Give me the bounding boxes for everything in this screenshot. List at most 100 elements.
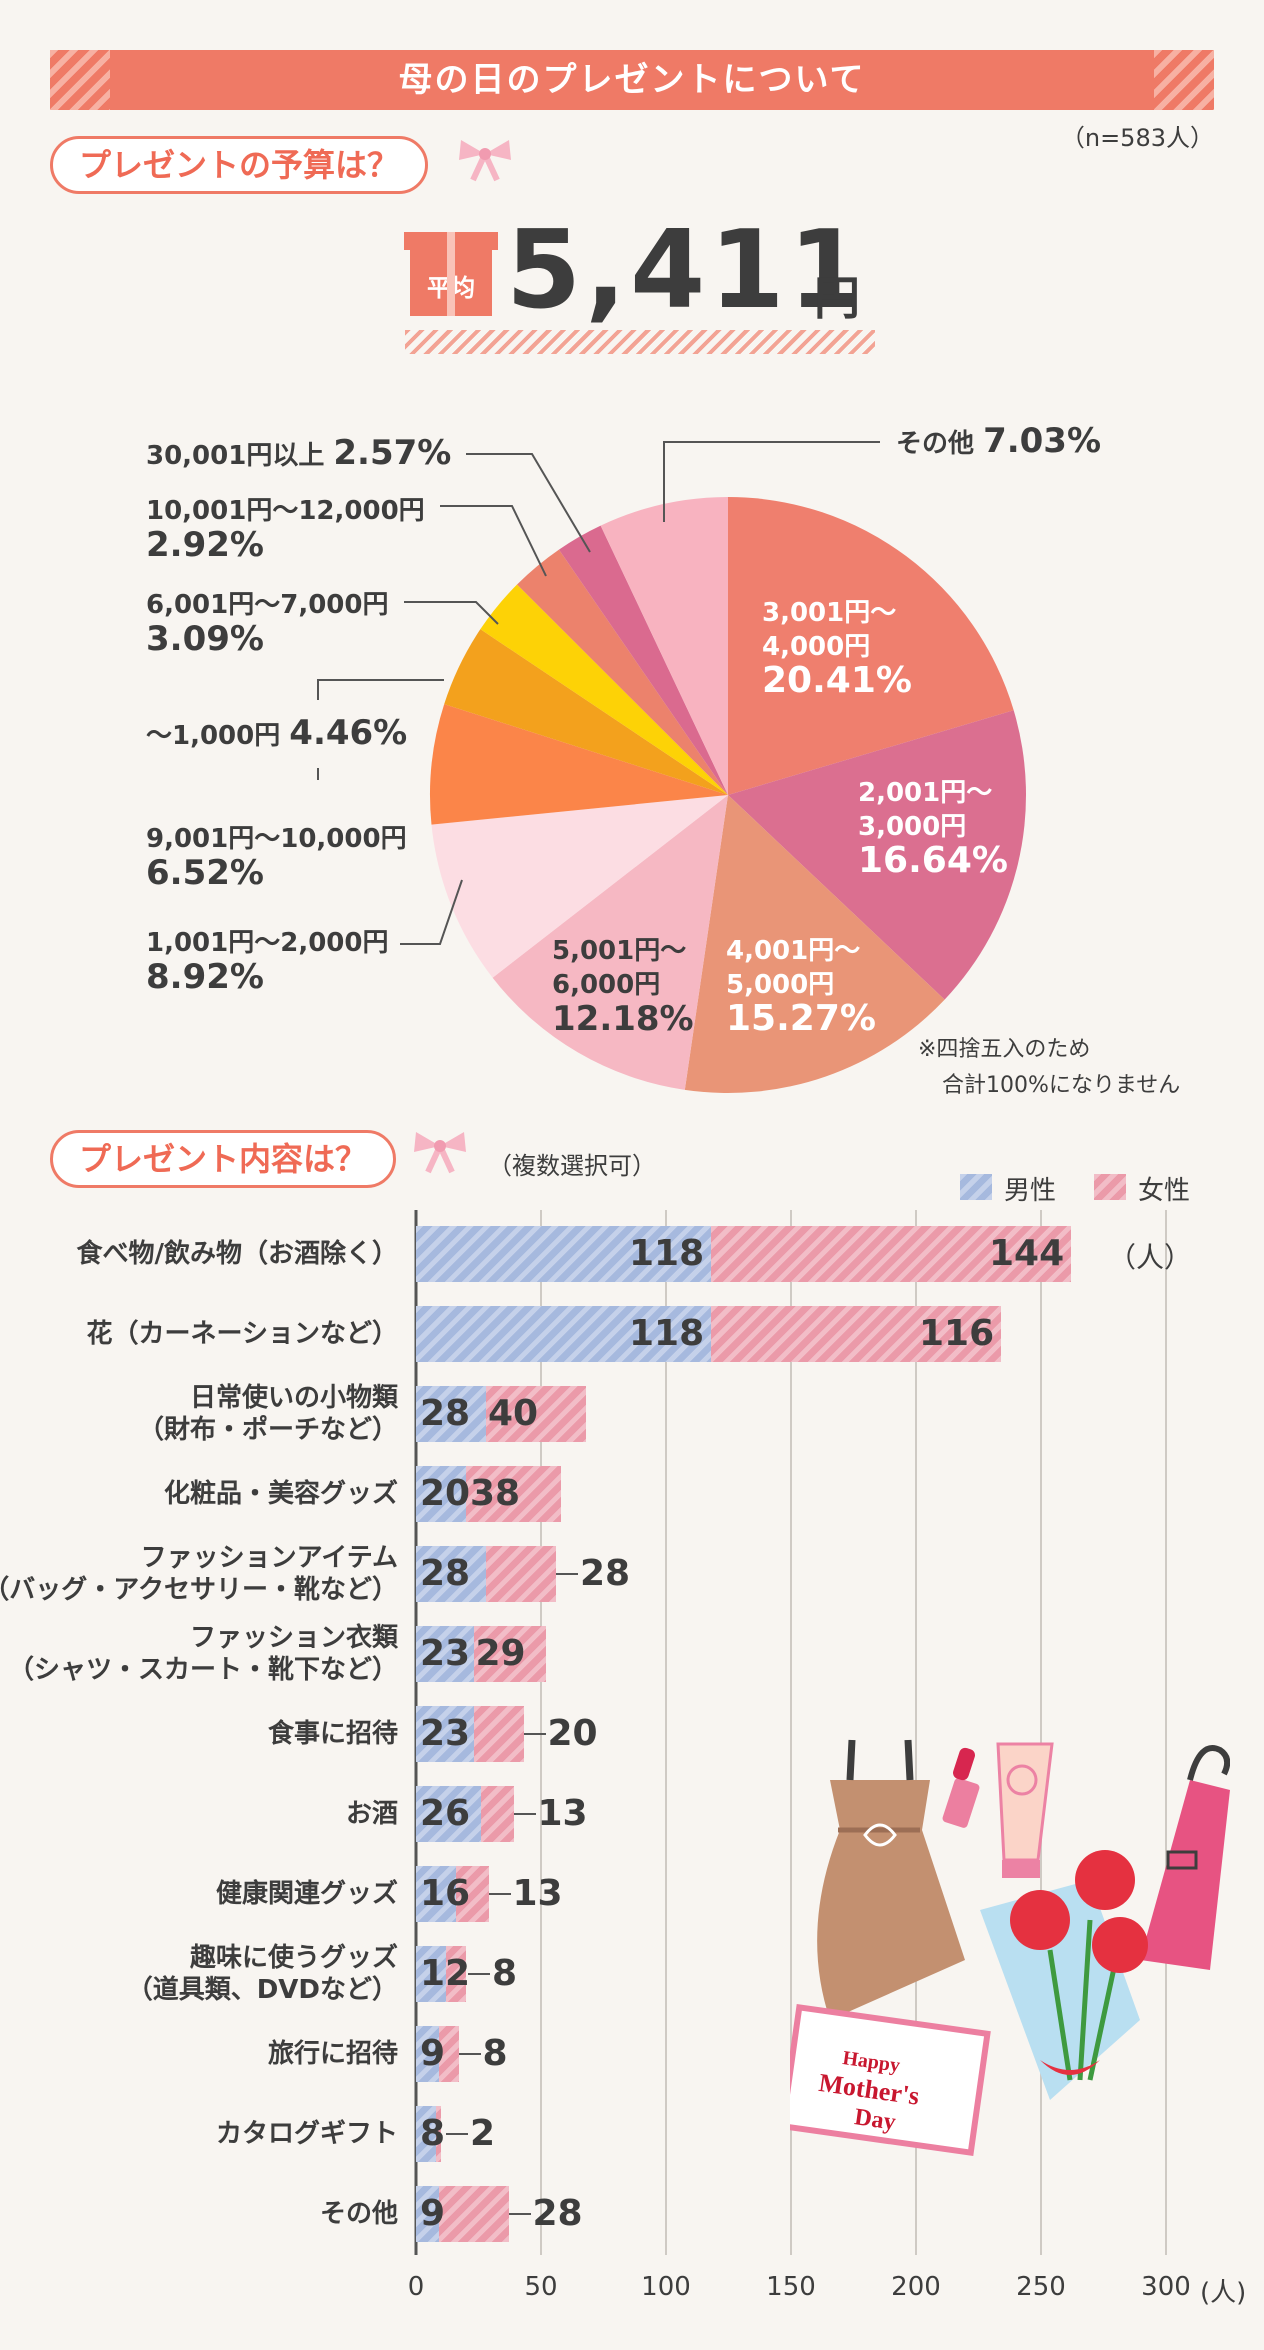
bar-male-value: 23 — [420, 1713, 471, 1754]
x-tick-label: 300 — [1141, 2272, 1191, 2302]
banner-stripe-right — [1154, 50, 1214, 110]
bar-female-value: 20 — [547, 1713, 598, 1754]
pie-label-percent: 2.92% — [146, 525, 264, 565]
pie-label-text: 30,001円以上 — [146, 441, 334, 471]
category-label-line: 日常使いの小物類 — [189, 1383, 398, 1413]
pie-slice — [444, 629, 728, 795]
bar-female-value: 38 — [470, 1473, 521, 1514]
pie-label-text: 3,001円〜 — [762, 598, 897, 628]
category-label: お酒 — [346, 1798, 398, 1830]
bar-female — [711, 1306, 1001, 1362]
pie-label: 10,001円〜12,000円 2.92% — [146, 494, 425, 562]
bar-female-value: 8 — [482, 2033, 508, 2074]
category-label-line: （シャツ・スカート・靴下など） — [7, 1655, 398, 1685]
pie-label: 9,001円〜10,000円 6.52% — [146, 822, 407, 890]
bar-female-leader — [458, 2053, 481, 2055]
bar-male-value: 9 — [420, 2193, 446, 2234]
pie-label: 6,001円〜7,000円 3.09% — [146, 588, 388, 656]
category-label-line: 趣味に使うグッズ — [189, 1943, 398, 1973]
category-label-line: 健康関連グッズ — [215, 1879, 398, 1909]
category-label: 化粧品・美容グッズ — [164, 1478, 398, 1510]
contents-subheading: （複数選択可） — [488, 1152, 656, 1180]
legend-female-swatch — [1094, 1174, 1126, 1200]
bar-male-value: 20 — [420, 1473, 471, 1514]
bar-male — [416, 2026, 439, 2082]
page-title: 母の日のプレゼントについて — [398, 60, 866, 100]
pie-label-percent: 20.41% — [762, 660, 912, 701]
x-tick-label: 200 — [891, 2272, 941, 2302]
pie-label: 2,001円〜 3,000円 16.64% — [858, 776, 1008, 881]
bar-male — [416, 1706, 474, 1762]
bar-male-value: 28 — [420, 1553, 471, 1594]
bar-female-value: 28 — [580, 1553, 631, 1594]
category-label-line: 食事に招待 — [267, 1719, 398, 1749]
pie-label-text: 5,001円〜 — [552, 936, 687, 966]
pie-slice — [728, 497, 1014, 795]
pie-label-percent: 3.09% — [146, 619, 264, 659]
pie-slice — [431, 795, 728, 978]
bar-female-value: 13 — [537, 1793, 588, 1834]
category-label-line: （道具類、DVDなど） — [126, 1975, 398, 2005]
pie-label-text: 4,001円〜 — [726, 936, 861, 966]
ribbon-bow-icon — [459, 140, 511, 182]
pie-label-text: 3,000円 — [858, 812, 967, 842]
pie-label-text: 6,001円〜7,000円 — [146, 590, 389, 620]
ribbon-bow-icon — [414, 1132, 466, 1174]
bar-female — [466, 1466, 561, 1522]
pie-label-text: 9,001円〜10,000円 — [146, 824, 407, 854]
bar-male — [416, 1946, 446, 2002]
category-label: カタログギフト — [216, 2118, 398, 2150]
bar-male — [416, 1306, 711, 1362]
bar-male-value: 16 — [420, 1873, 471, 1914]
pie-label-percent: 6.52% — [146, 853, 264, 893]
pie-slice — [728, 710, 1026, 1000]
contents-heading: プレゼント内容は？ — [50, 1130, 397, 1188]
bar-male — [416, 2186, 439, 2242]
cream-tube-icon — [996, 1742, 1054, 1878]
category-label: その他 — [320, 2198, 398, 2230]
rounding-note-line2: 合計100%になりません — [942, 1073, 1181, 1098]
pie-label-percent: 12.18% — [552, 999, 694, 1039]
pie-label-text: 10,001円〜12,000円 — [146, 496, 425, 526]
category-label-line: お酒 — [345, 1799, 398, 1829]
pie-label-text: 〜1,000円 — [146, 721, 290, 751]
pie-label: 4,001円〜 5,000円 15.27% — [726, 934, 876, 1037]
pie-label: その他 7.03% — [896, 424, 1101, 461]
average-value: 5,411 — [506, 208, 868, 333]
category-label-line: 化粧品・美容グッズ — [163, 1479, 398, 1509]
bar-male-value: 28 — [420, 1393, 471, 1434]
apron-icon — [817, 1739, 965, 2020]
pie-label-percent: 2.57% — [333, 433, 452, 473]
bar-female-leader — [508, 2213, 531, 2215]
pie-leader-line — [404, 601, 499, 625]
bar-female — [711, 1226, 1071, 1282]
legend-female-label: 女性 — [1138, 1176, 1191, 1206]
category-label-line: 旅行に招待 — [267, 2039, 398, 2069]
bar-male-value: 8 — [420, 2113, 446, 2154]
category-label-line: （バッグ・アクセサリー・靴など） — [0, 1575, 398, 1605]
rounding-note: ※四捨五入のため 合計100%になりません — [918, 1032, 1180, 1104]
pie-slice — [492, 795, 728, 1090]
bar-male-value: 9 — [420, 2033, 446, 2074]
category-label-line: ファッション衣類 — [189, 1623, 398, 1653]
average-unit: 円 — [814, 271, 860, 325]
average-underline — [405, 330, 875, 354]
bar-female — [473, 1626, 546, 1682]
pie-label-percent: 16.64% — [858, 840, 1008, 881]
bar-female-value: 8 — [492, 1953, 518, 1994]
bar-male-value: 12 — [420, 1953, 471, 1994]
bar-male-value: 23 — [420, 1633, 471, 1674]
bar-female-leader — [556, 1573, 578, 1575]
x-tick-label: 250 — [1016, 2272, 1066, 2302]
mothers-day-illustration: Happy Mother's Day — [790, 1739, 1230, 2157]
bar-female-value: 28 — [532, 2193, 583, 2234]
pie-label-text: 4,000円 — [762, 632, 871, 662]
pie-leader-line — [317, 679, 444, 700]
bar-female — [436, 2106, 441, 2162]
category-label-line: カタログギフト — [215, 2119, 398, 2149]
sample-size: （n=583人） — [1060, 124, 1214, 152]
bar-female — [438, 2186, 509, 2242]
umbrella-icon — [1140, 1745, 1230, 1970]
bar-male — [416, 1626, 474, 1682]
bar-male — [416, 1466, 466, 1522]
